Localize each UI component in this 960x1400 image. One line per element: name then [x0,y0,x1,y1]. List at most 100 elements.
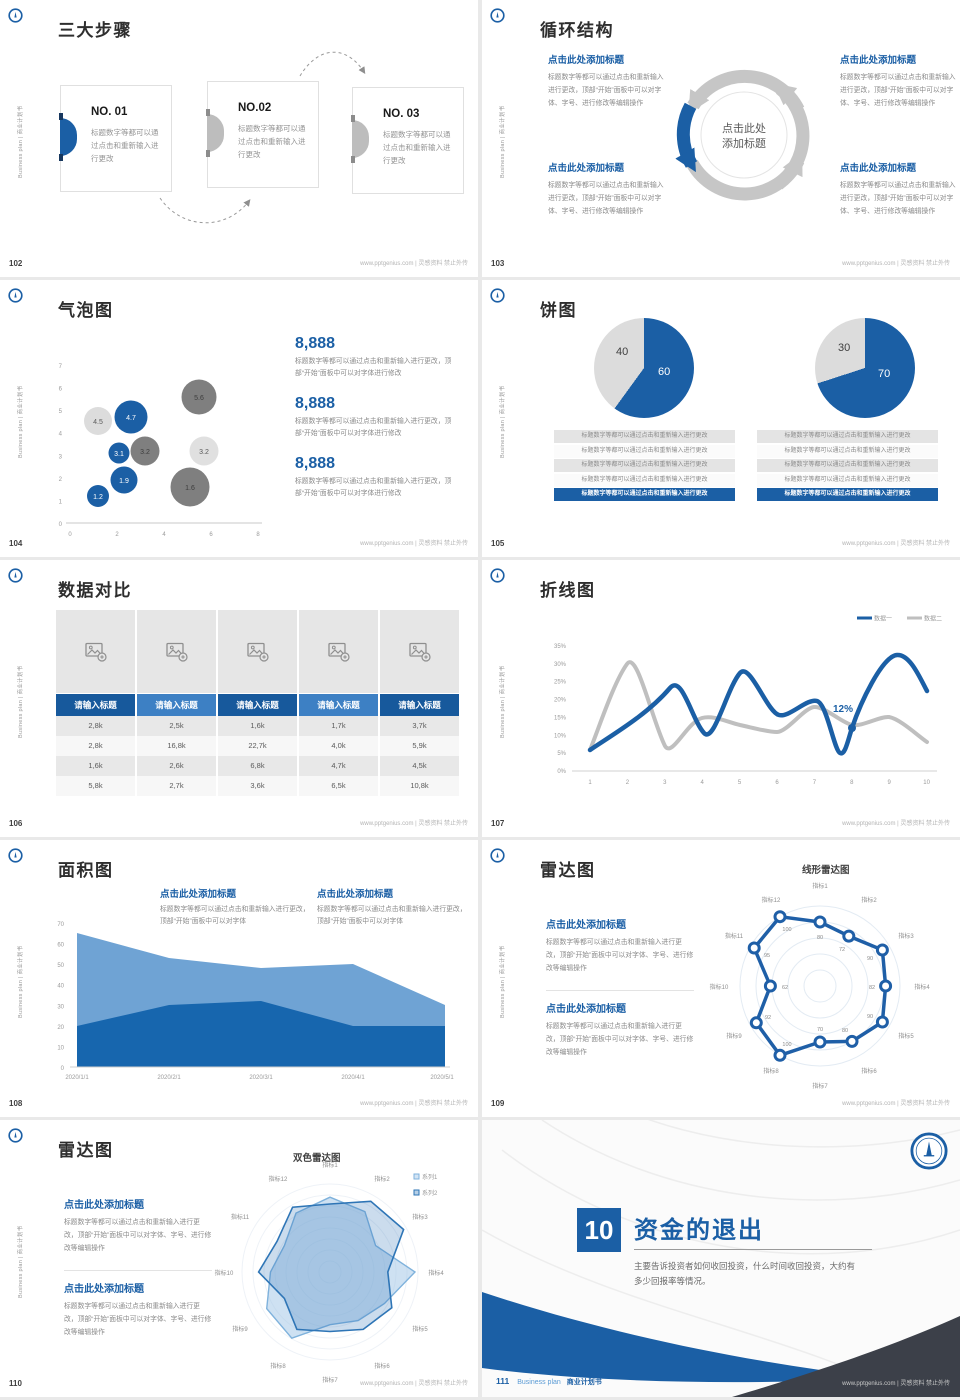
table-column: 请输入标题 1,6k 22,7k 6,8k 3,6k [218,610,297,796]
axis-tick-label: 0% [557,769,566,775]
radar-axis-label: 指标3 [898,932,914,940]
brand-footer: www.pptgenius.com | 灵感资料 禁止外传 [360,1101,468,1107]
table-cell: 2,5k [137,716,216,736]
stat-number: 8,888 [295,335,336,352]
axis-tick-label: 10 [57,1045,64,1051]
university-logo-icon [8,288,23,303]
axis-tick-label: 5% [557,751,566,757]
section-number-badge: 10 [577,1208,621,1252]
brand-footer: www.pptgenius.com | 灵感资料 禁止外传 [360,541,468,547]
stat-block-2: 8,888 标题数字等都可以通过点击和重新输入进行更改，顶部“开始”面板中可以对… [295,395,460,440]
caption-row: 标题数字等都可以通过点击和重新输入进行更改 [554,473,735,487]
text-block-1: 点击此处添加标题 标题数字等都可以通过点击和重新输入进行更改，顶部“开始”面板中… [546,916,694,975]
axis-tick-label: 7 [813,780,817,786]
radar-axis-label: 指标11 [725,932,744,940]
section-title: 资金的退出 [634,1217,764,1244]
page-number: 103 [491,259,505,268]
brand-footer: www.pptgenius.com | 灵感资料 禁止外传 [360,261,468,267]
university-logo-icon [490,8,505,23]
image-placeholder [56,610,135,693]
brand-footer: www.pptgenius.com | 灵感资料 禁止外传 [842,261,950,267]
footer-page-number: 111 [496,1376,510,1386]
radar-value-label: 62 [782,985,788,991]
pie-slice-label: 70 [878,368,891,380]
block-title: 点击此处添加标题 [64,1284,144,1295]
axis-tick-label: 8 [256,532,260,538]
radar-axis-label: 指标9 [726,1032,742,1040]
table-column: 请输入标题 2,8k 2,8k 1,6k 5,8k [56,610,135,796]
table-cell: 6,8k [218,756,297,776]
radar-axis-label: 指标5 [412,1325,428,1333]
legend-label: 系列1 [422,1173,438,1181]
image-placeholder [137,610,216,693]
table-cell: 2,6k [137,756,216,776]
block-body: 标题数字等都可以通过点击和重新输入进行更改，顶部“开始”面板中可以对字体、字号、… [840,74,956,107]
text-block-top-left: 点击此处添加标题 标题数字等都可以通过点击和重新输入进行更改，顶部“开始”面板中… [548,52,664,110]
caption-row: 标题数字等都可以通过点击和重新输入进行更改 [554,459,735,472]
cycle-center-line1: 点击此处 [722,122,766,135]
slide-107: 折线图 Business plan | 商业计划书 数据一 数据二 35% 30… [482,560,960,837]
legend: 数据一 数据二 [857,615,942,623]
axis-tick-label: 6 [59,387,63,393]
axis-tick-label: 5 [738,780,742,786]
dashed-arc-bottom [159,197,251,224]
table-column: 请输入标题 3,7k 5,9k 4,5k 10,8k [380,610,459,796]
caption-row: 标题数字等都可以通过点击和重新输入进行更改 [757,473,938,487]
cover-footer-left: 111 Business plan 商业计划书 [496,1376,602,1387]
axis-tick-label: 2 [626,780,630,786]
block-body: 标题数字等都可以通过点击和重新输入进行更改，顶部“开始”面板中可以对字体、字号、… [840,182,956,215]
radar-axis-label: 指标12 [269,1175,288,1183]
block-body: 标题数字等都可以通过点击和重新输入进行更改，顶部“开始”面板中可以对字体、字号、… [548,182,664,215]
table-cell: 2,7k [137,776,216,796]
axis-tick-label: 20% [554,698,567,704]
section-body: 主要告诉投资者如何收回投资，什么时间收回投资，大约有 多少回报率等情况。 [634,1259,884,1289]
bubble-label: 3.1 [114,451,124,458]
radar-axis-label: 指标7 [812,1082,828,1090]
table-cell: 1,6k [218,716,297,736]
pie-slice-label: 60 [658,366,671,378]
radar-value-label: 82 [869,985,875,991]
axis-tick-label: 7 [59,364,63,370]
table-cell: 2,8k [56,736,135,756]
data-annotation: 12% [833,704,853,715]
stat-body: 标题数字等都可以通过点击和重新输入进行更改，顶部“开始”面板中可以对字体进行修改 [295,418,452,437]
caption-row-highlight: 标题数字等都可以通过点击和重新输入进行更改 [554,488,735,501]
bubble-label: 4.5 [93,419,103,426]
axis-tick-label: 9 [888,780,892,786]
pin-decoration [206,109,210,116]
radar-chart-line: 指标1 指标2 指标3 指标4 指标5 指标6 指标7 指标8 指标9 指标10… [710,882,931,1090]
image-placeholder [380,610,459,693]
stat-block-1: 8,888 标题数字等都可以通过点击和重新输入进行更改，顶部“开始”面板中可以对… [295,335,460,380]
radar-value-label: 100 [782,1042,791,1048]
block-title: 点击此处添加标题 [840,163,917,174]
add-image-icon [246,642,269,662]
table-cell: 5,8k [56,776,135,796]
section-body-line2: 多少回报率等情况。 [634,1276,711,1286]
brand-footer: www.pptgenius.com | 灵感资料 禁止外传 [842,541,950,547]
radar-axis-label: 指标11 [231,1213,250,1221]
axis-tick-label: 60 [57,943,64,949]
radar-axis-label: 指标1 [812,882,828,890]
block-body: 标题数字等都可以通过点击和重新输入进行更改，顶部“开始”面板中可以对字体 [160,906,310,925]
text-block-1: 点击此处添加标题 标题数字等都可以通过点击和重新输入进行更改，顶部“开始”面板中… [64,1196,212,1255]
radar-axis-label: 指标9 [232,1325,248,1333]
brand-footer: www.pptgenius.com | 灵感资料 禁止外传 [842,821,950,827]
step-number: NO. 01 [91,106,128,118]
radar-value-label: 90 [867,956,873,962]
caption-row: 标题数字等都可以通过点击和重新输入进行更改 [757,444,938,458]
brand-footer: www.pptgenius.com | 灵感资料 禁止外传 [842,1101,950,1107]
radar-value-label: 80 [842,1028,848,1034]
axis-tick-label: 2020/1/1 [65,1075,89,1081]
bubble-label: 3.2 [140,449,150,456]
block-body: 标题数字等都可以通过点击和重新输入进行更改，顶部“开始”面板中可以对字体 [317,906,467,925]
slide-110: 雷达图 Business plan | 商业计划书 双色雷达图 点击此处添加标题… [0,1120,478,1397]
table-cell: 3,6k [218,776,297,796]
table-column: 请输入标题 1,7k 4,0k 4,7k 6,5k [299,610,378,796]
radar-axis-label: 指标3 [412,1213,428,1221]
section-body-line1: 主要告诉投资者如何收回投资，什么时间收回投资，大约有 [634,1261,856,1271]
cycle-center-circle [700,91,788,179]
brand-footer: www.pptgenius.com | 灵感资料 禁止外传 [360,821,468,827]
axis-tick-label: 10% [554,733,567,739]
block-body: 标题数字等都可以通过点击和重新输入进行更改，顶部“开始”面板中可以对字体、字号、… [546,1023,694,1056]
